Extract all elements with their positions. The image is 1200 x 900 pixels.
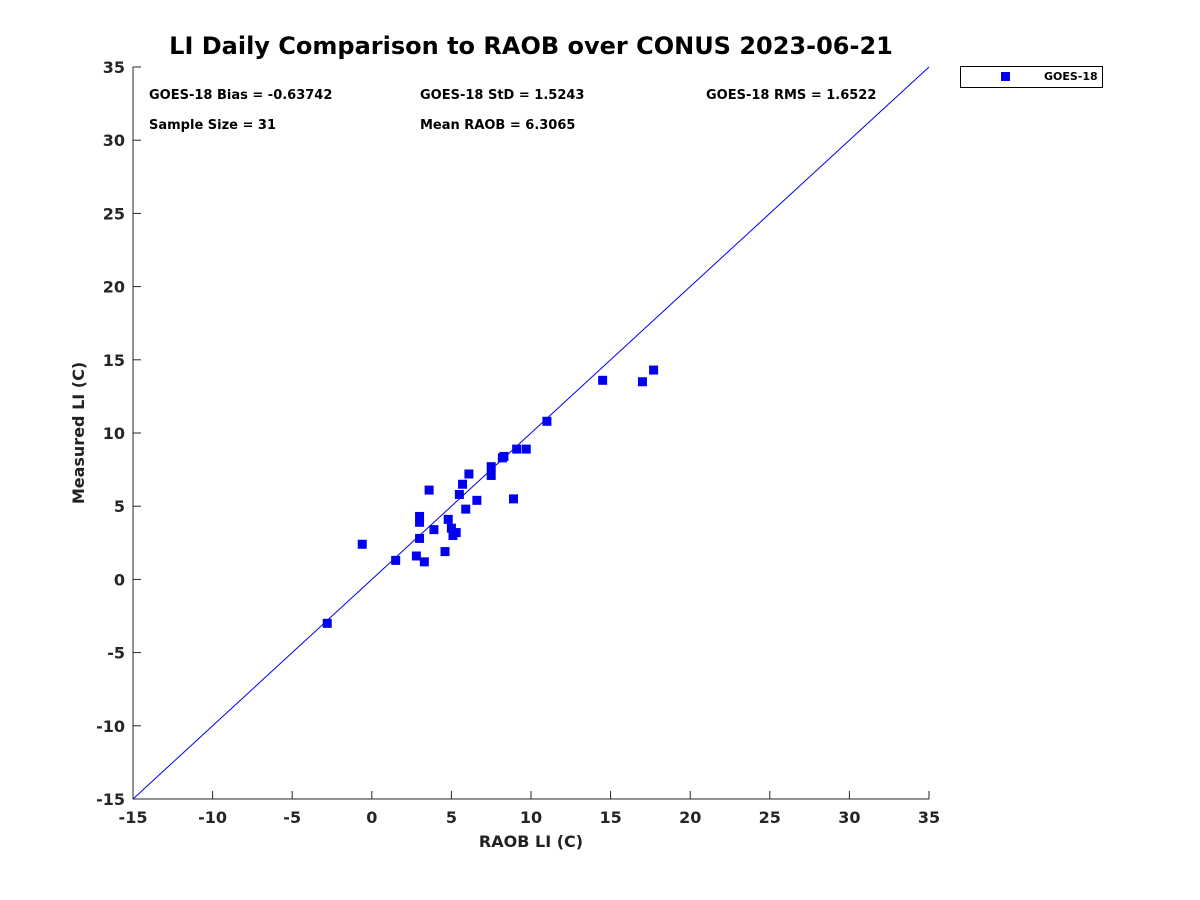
x-axis-label: RAOB LI (C) xyxy=(479,832,583,851)
data-point xyxy=(649,365,659,375)
data-point xyxy=(508,494,518,504)
y-tick-label: 20 xyxy=(103,278,125,297)
data-point xyxy=(429,525,439,535)
y-tick-label: 25 xyxy=(103,204,125,223)
data-point xyxy=(598,375,608,385)
data-point xyxy=(472,495,482,505)
x-tick-label: -15 xyxy=(119,808,148,827)
data-point xyxy=(357,539,367,549)
data-point xyxy=(458,479,468,489)
chart-title: LI Daily Comparison to RAOB over CONUS 2… xyxy=(169,32,893,60)
data-point xyxy=(322,618,332,628)
y-axis-label: Measured LI (C) xyxy=(69,362,88,504)
y-tick-label: -5 xyxy=(107,644,125,663)
y-tick-label: 30 xyxy=(103,131,125,150)
bias-stat: GOES-18 Bias = -0.63742 xyxy=(149,88,333,103)
y-tick-label: -10 xyxy=(96,717,125,736)
x-tick-label: -10 xyxy=(198,808,227,827)
data-point xyxy=(419,557,429,567)
data-point xyxy=(454,489,464,499)
data-point xyxy=(411,551,421,561)
y-tick-label: 0 xyxy=(114,570,125,589)
std-stat: GOES-18 StD = 1.5243 xyxy=(420,88,585,103)
data-point xyxy=(464,469,474,479)
y-tick-label: 5 xyxy=(114,497,125,516)
y-tick-label: -15 xyxy=(96,790,125,809)
data-point xyxy=(424,485,434,495)
data-point xyxy=(415,533,425,543)
data-point xyxy=(451,528,461,538)
data-point xyxy=(637,377,647,387)
y-tick-label: 15 xyxy=(103,351,125,370)
data-point xyxy=(461,504,471,514)
y-tick-label: 35 xyxy=(103,58,125,77)
x-tick-label: 15 xyxy=(599,808,621,827)
data-point xyxy=(499,451,509,461)
data-point xyxy=(521,444,531,454)
data-point xyxy=(542,416,552,426)
data-point xyxy=(443,514,453,524)
sample-size-stat: Sample Size = 31 xyxy=(149,118,277,133)
data-point xyxy=(415,517,425,527)
data-point xyxy=(486,462,496,472)
x-tick-label: 5 xyxy=(446,808,457,827)
legend-label: GOES-18 xyxy=(1044,70,1098,83)
x-tick-label: 20 xyxy=(679,808,701,827)
data-point xyxy=(415,511,425,521)
x-tick-label: -5 xyxy=(283,808,301,827)
goes-18-series xyxy=(322,365,659,628)
x-tick-label: 35 xyxy=(918,808,940,827)
rms-stat: GOES-18 RMS = 1.6522 xyxy=(706,88,877,103)
data-point xyxy=(446,523,456,533)
data-point xyxy=(512,444,522,454)
x-tick-label: 0 xyxy=(366,808,377,827)
y-tick-label: 10 xyxy=(103,424,125,443)
data-point xyxy=(486,470,496,480)
x-tick-label: 10 xyxy=(520,808,542,827)
data-point xyxy=(391,555,401,565)
x-tick-label: 30 xyxy=(838,808,860,827)
x-tick-label: 25 xyxy=(759,808,781,827)
one-to-one-reference-line xyxy=(132,66,930,800)
legend-marker-square xyxy=(1001,72,1010,81)
legend: GOES-18 xyxy=(960,66,1103,88)
data-point xyxy=(440,547,450,557)
mean-raob-stat: Mean RAOB = 6.3065 xyxy=(420,118,576,133)
